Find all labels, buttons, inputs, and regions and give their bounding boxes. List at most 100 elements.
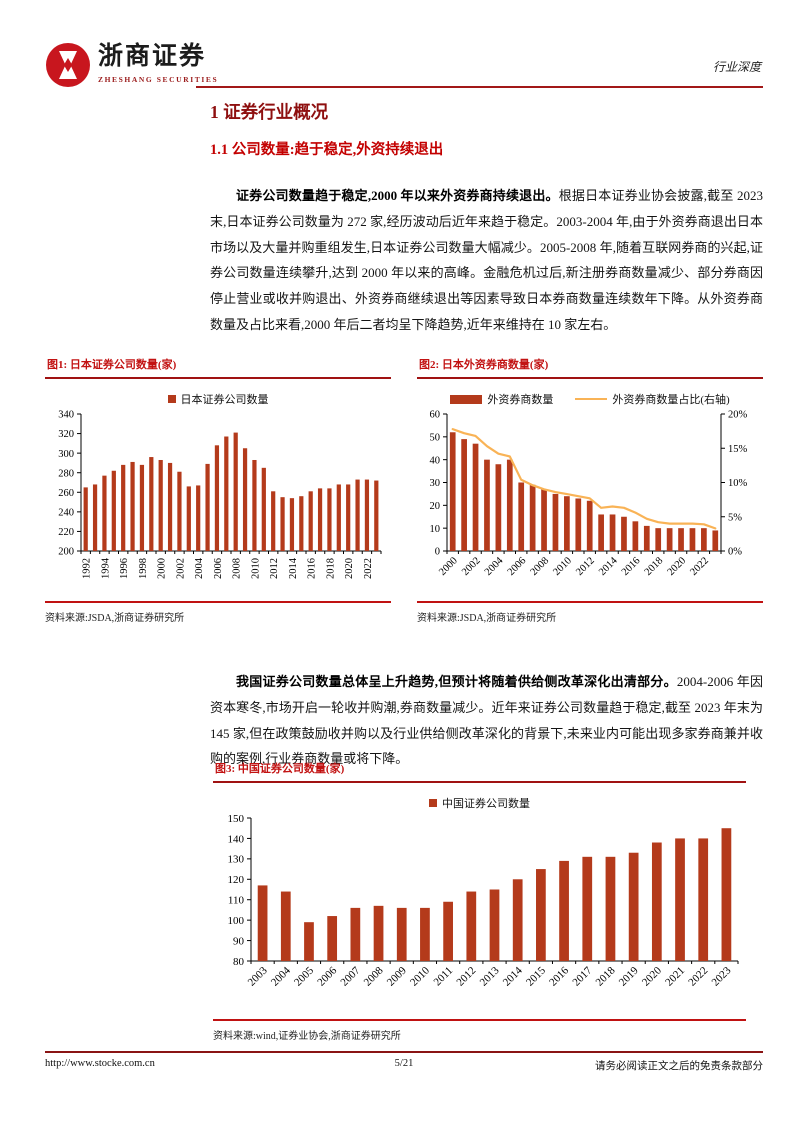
logo-emblem-icon — [46, 43, 90, 87]
svg-text:60: 60 — [430, 410, 441, 421]
svg-text:2010: 2010 — [408, 964, 432, 988]
figure-row: 图1: 日本证券公司数量(家) 日本证券公司数量 200 220 240 260 280… — [45, 356, 763, 624]
svg-text:5%: 5% — [728, 512, 742, 523]
svg-text:2000: 2000 — [437, 555, 460, 578]
svg-text:2021: 2021 — [663, 965, 687, 989]
japan-securities-count-chart: 200 220 240 260 280 300 320 340 1992 1994 1996 1998… — [58, 410, 382, 579]
svg-text:2008: 2008 — [232, 558, 243, 579]
svg-text:1992: 1992 — [82, 558, 93, 579]
svg-text:100: 100 — [228, 915, 245, 927]
svg-text:2014: 2014 — [501, 964, 525, 988]
svg-text:2010: 2010 — [551, 555, 574, 578]
svg-text:2010: 2010 — [250, 558, 261, 579]
svg-text:2020: 2020 — [640, 964, 664, 988]
svg-text:2016: 2016 — [307, 558, 318, 579]
line-series-swatch-icon — [575, 398, 608, 400]
svg-text:150: 150 — [228, 813, 245, 825]
svg-text:1994: 1994 — [100, 557, 111, 579]
paragraph-china: 我国证券公司数量总体呈上升趋势,但预计将随着供给侧改革深化出清部分。2004-2… — [210, 669, 763, 772]
svg-text:0%: 0% — [728, 547, 742, 558]
figure-1-legend-label: 日本证券公司数量 — [180, 394, 269, 406]
figure-1-caption: 图1: 日本证券公司数量(家) — [45, 356, 391, 379]
svg-text:2018: 2018 — [594, 964, 618, 988]
svg-text:10%: 10% — [728, 478, 748, 489]
paragraph-japan-lead: 证券公司数量趋于稳定,2000 年以来外资券商持续退出。 — [236, 188, 559, 203]
figure-2: 图2: 日本外资券商数量(家) 外资券商数量 外资券商数量占比(右轴) 0 10 2… — [417, 356, 763, 624]
svg-text:2006: 2006 — [213, 558, 224, 579]
svg-text:2012: 2012 — [574, 555, 597, 578]
svg-text:240: 240 — [58, 508, 74, 519]
svg-text:260: 260 — [58, 488, 74, 499]
figure-2-legend-line-label: 外资券商数量占比(右轴) — [612, 394, 730, 406]
logo-text: 浙商证券 ZHESHANG SECURITIES — [98, 42, 218, 84]
svg-text:2022: 2022 — [688, 555, 711, 578]
figure-3-legend: 中国证券公司数量 — [213, 795, 746, 811]
figure-3: 图3: 中国证券公司数量(家) 中国证券公司数量 80 90 100 110 120 13… — [213, 760, 746, 1042]
svg-text:220: 220 — [58, 527, 74, 538]
footer-page-number: 5/21 — [394, 1058, 414, 1069]
footer-rule — [45, 1051, 763, 1053]
svg-text:110: 110 — [228, 895, 245, 907]
svg-text:2023: 2023 — [709, 964, 733, 988]
section-heading: 1.1 公司数量:趋于稳定,外资持续退出 — [210, 142, 444, 158]
svg-text:2004: 2004 — [194, 557, 205, 579]
svg-text:140: 140 — [228, 833, 245, 845]
svg-text:2006: 2006 — [315, 964, 339, 988]
svg-text:15%: 15% — [728, 444, 748, 455]
logo-en-text: ZHESHANG SECURITIES — [98, 75, 219, 84]
paragraph-china-body: 2004-2006 年因资本寒冬,市场开启一轮收并购潮,券商数量减少。近年来证券… — [210, 674, 763, 767]
svg-text:20%: 20% — [728, 410, 748, 421]
doc-type-label: 行业深度 — [712, 60, 761, 74]
svg-text:2016: 2016 — [620, 555, 643, 578]
svg-text:40: 40 — [430, 455, 441, 466]
figure-3-source: 资料来源:wind,证券业协会,浙商证券研究所 — [213, 1019, 746, 1042]
bar-series-swatch-icon — [429, 799, 437, 807]
svg-text:2006: 2006 — [506, 555, 529, 578]
bar-series-swatch-icon — [450, 394, 483, 404]
svg-text:2000: 2000 — [157, 558, 168, 579]
svg-text:2004: 2004 — [483, 555, 506, 578]
company-logo: 浙商证券 ZHESHANG SECURITIES — [45, 42, 218, 88]
page-title: 1 证券行业概况 — [210, 102, 329, 122]
svg-text:2007: 2007 — [338, 964, 362, 988]
svg-text:2008: 2008 — [529, 555, 552, 578]
svg-text:2016: 2016 — [547, 964, 571, 988]
svg-text:30: 30 — [430, 478, 441, 489]
paragraph-japan-body: 根据日本证券业协会披露,截至 2023 末,日本证券公司数量为 272 家,经历… — [210, 188, 763, 332]
svg-text:300: 300 — [58, 449, 74, 460]
svg-text:2013: 2013 — [478, 964, 502, 988]
header-rule — [196, 86, 763, 88]
svg-text:2003: 2003 — [246, 964, 270, 988]
svg-text:2012: 2012 — [454, 965, 478, 989]
svg-text:2017: 2017 — [570, 964, 594, 988]
svg-text:80: 80 — [233, 956, 245, 968]
svg-text:2012: 2012 — [269, 558, 280, 579]
paragraph-japan: 证券公司数量趋于稳定,2000 年以来外资券商持续退出。根据日本证券业协会披露,… — [210, 183, 763, 338]
svg-text:2011: 2011 — [431, 965, 455, 989]
svg-text:90: 90 — [233, 935, 245, 947]
svg-text:2019: 2019 — [617, 964, 641, 988]
svg-text:20: 20 — [430, 501, 441, 512]
svg-text:2002: 2002 — [175, 558, 186, 579]
svg-text:2014: 2014 — [288, 557, 299, 579]
svg-text:2015: 2015 — [524, 964, 548, 988]
svg-text:130: 130 — [228, 854, 245, 866]
svg-text:2022: 2022 — [363, 558, 374, 579]
svg-text:10: 10 — [430, 524, 441, 535]
figure-1-source: 资料来源:JSDA,浙商证券研究所 — [45, 601, 391, 624]
svg-text:2008: 2008 — [362, 964, 386, 988]
svg-text:320: 320 — [58, 429, 74, 440]
figure-3-legend-label: 中国证券公司数量 — [442, 798, 530, 810]
svg-text:2020: 2020 — [666, 555, 689, 578]
figure-1: 图1: 日本证券公司数量(家) 日本证券公司数量 200 220 240 260 280… — [45, 356, 391, 624]
svg-text:2018: 2018 — [325, 558, 336, 579]
footer-disclaimer: 请务必阅读正文之后的免责条款部分 — [595, 1061, 763, 1072]
svg-text:2022: 2022 — [686, 965, 710, 989]
figure-2-caption: 图2: 日本外资券商数量(家) — [417, 356, 763, 379]
svg-text:340: 340 — [58, 410, 74, 421]
figure-2-legend-bar-label: 外资券商数量 — [487, 394, 554, 406]
svg-text:1996: 1996 — [119, 558, 130, 579]
svg-text:2009: 2009 — [385, 964, 409, 988]
